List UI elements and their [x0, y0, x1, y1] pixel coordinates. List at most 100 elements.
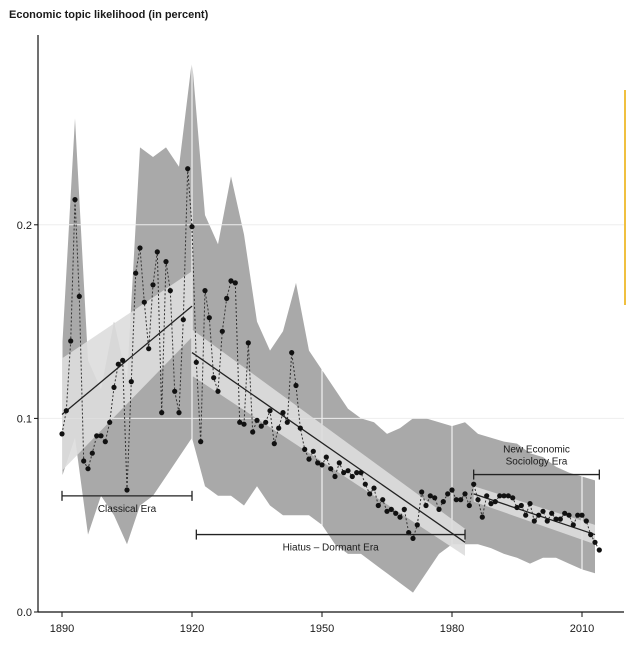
data-point [89, 450, 95, 456]
era-label: New Economic [503, 445, 570, 456]
data-point [427, 493, 433, 499]
data-point [384, 508, 390, 514]
data-point [185, 166, 191, 172]
data-point [193, 359, 199, 365]
data-point [354, 470, 360, 476]
data-point [172, 388, 178, 394]
x-tick-label: 1950 [310, 623, 334, 635]
era-label: Classical Era [98, 504, 157, 515]
data-point [475, 497, 481, 503]
data-point [484, 493, 490, 499]
data-point [263, 419, 269, 425]
data-point [371, 485, 377, 491]
data-point [115, 361, 121, 367]
data-point [276, 425, 282, 431]
data-point [544, 518, 550, 524]
x-tick-label: 1890 [50, 623, 74, 635]
data-point [280, 410, 286, 416]
trend-line [191, 352, 466, 543]
data-point [159, 410, 165, 416]
data-point [492, 499, 498, 505]
data-point [224, 295, 230, 301]
data-point [111, 384, 117, 390]
data-point [141, 299, 147, 305]
data-point [146, 346, 152, 352]
data-point [254, 417, 260, 423]
y-tick-label: 0.0 [17, 607, 32, 619]
data-point [328, 466, 334, 472]
data-point [250, 429, 256, 435]
data-point [367, 491, 373, 497]
data-point [154, 249, 160, 255]
data-point [176, 410, 182, 416]
data-point [488, 501, 494, 507]
data-point [575, 512, 581, 518]
data-point [128, 379, 134, 385]
data-point [583, 518, 589, 524]
data-point [180, 317, 186, 323]
x-tick-label: 2010 [570, 623, 594, 635]
era-label: Sociology Era [506, 457, 568, 468]
data-point [462, 491, 468, 497]
data-point [466, 502, 472, 509]
data-point [570, 522, 576, 528]
data-point [323, 454, 329, 460]
data-point [85, 466, 91, 472]
data-point [419, 489, 425, 495]
data-point [406, 530, 412, 536]
data-point [562, 510, 568, 516]
data-point [297, 425, 303, 431]
data-point [393, 510, 399, 516]
data-point [133, 270, 139, 276]
data-point [458, 497, 464, 503]
page-edge-accent [624, 90, 626, 305]
data-point [306, 456, 312, 462]
confidence-band [62, 271, 192, 471]
data-point [445, 491, 451, 497]
data-point [596, 547, 602, 553]
data-point [345, 468, 351, 474]
y-tick-label: 0.2 [17, 220, 32, 232]
data-point [449, 487, 455, 493]
x-tick-label: 1980 [440, 623, 464, 635]
data-point [310, 448, 316, 454]
data-point [124, 487, 130, 493]
data-point [215, 388, 221, 394]
data-point [341, 470, 347, 476]
data-point [531, 518, 537, 524]
era-label: Hiatus – Dormant Era [283, 543, 380, 554]
data-point [536, 512, 542, 518]
data-point [137, 245, 143, 251]
data-point [479, 514, 485, 520]
data-point [514, 504, 520, 511]
data-point [440, 499, 446, 505]
data-point [167, 288, 173, 294]
data-point [414, 522, 420, 528]
data-point [150, 282, 156, 288]
data-point [501, 493, 507, 499]
data-point [211, 375, 217, 381]
data-point [358, 470, 364, 476]
data-point [302, 446, 308, 452]
data-point [232, 280, 238, 286]
data-point [319, 462, 325, 468]
chart-title: Economic topic likelihood (in percent) [9, 9, 209, 21]
data-point [198, 439, 204, 445]
data-point [410, 535, 416, 542]
data-point [588, 532, 594, 538]
data-point [59, 431, 65, 437]
data-point [540, 508, 546, 514]
data-point [293, 382, 299, 389]
data-point [527, 501, 533, 507]
data-point [553, 516, 559, 522]
data-point [107, 419, 113, 425]
data-point [241, 421, 247, 427]
data-point [332, 473, 338, 480]
data-point [592, 539, 598, 545]
variation-band [62, 60, 595, 593]
data-point [63, 408, 69, 414]
data-point [98, 433, 104, 439]
data-point [436, 506, 442, 512]
data-point [94, 433, 100, 439]
